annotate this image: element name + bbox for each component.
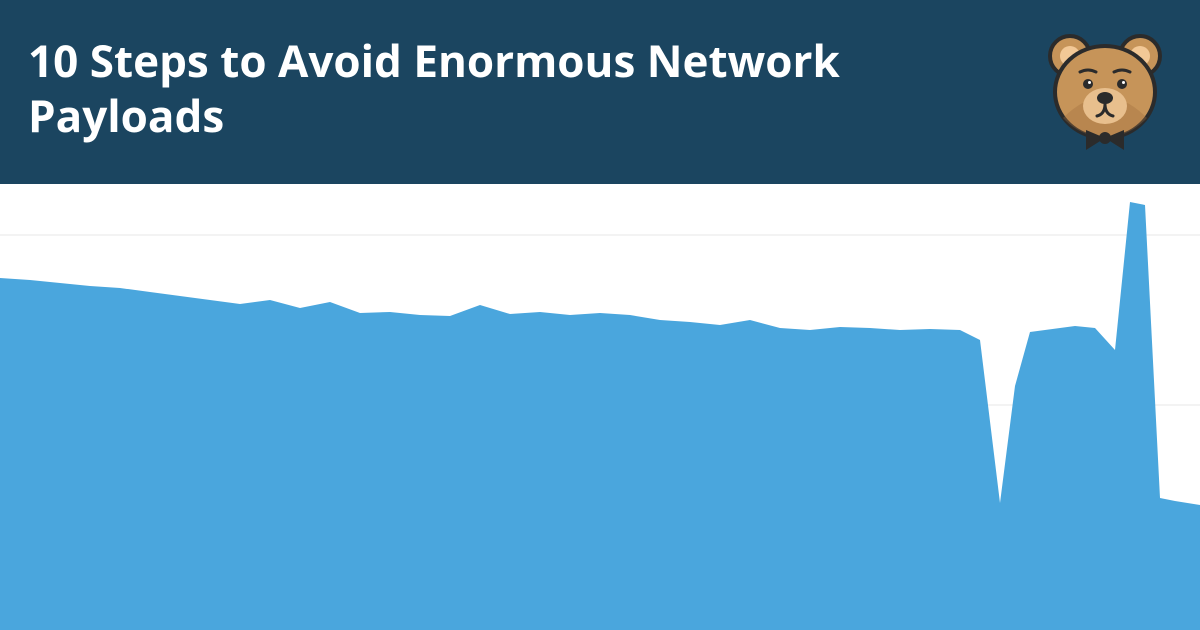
area-blue-band: [0, 202, 1200, 630]
payload-area-chart: [0, 0, 1200, 630]
